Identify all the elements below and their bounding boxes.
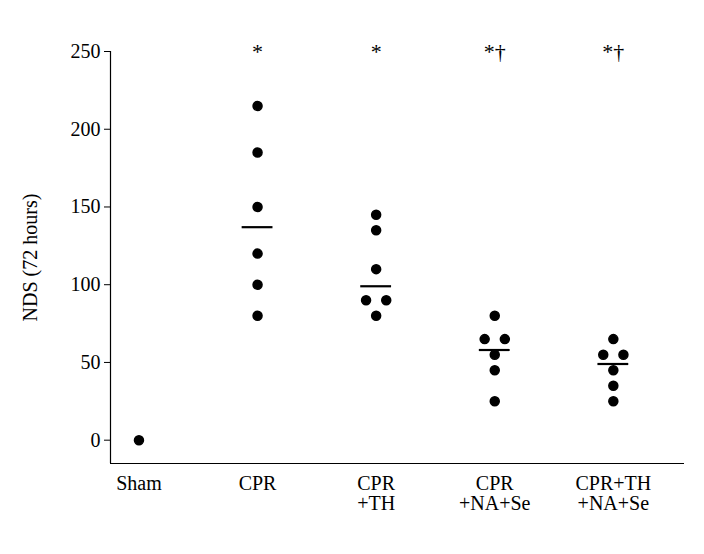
svg-text:CPR+TH: CPR+TH: [357, 472, 396, 514]
svg-text:50: 50: [81, 351, 101, 373]
svg-text:*†: *†: [484, 39, 506, 64]
svg-text:CPR+NA+Se: CPR+NA+Se: [459, 472, 531, 514]
svg-text:Sham: Sham: [116, 472, 162, 494]
svg-text:CPR+TH+NA+Se: CPR+TH+NA+Se: [575, 472, 651, 514]
svg-text:CPR: CPR: [239, 472, 277, 494]
svg-text:*: *: [252, 39, 263, 64]
svg-text:150: 150: [71, 195, 101, 217]
svg-text:200: 200: [71, 118, 101, 140]
svg-text:250: 250: [71, 40, 101, 62]
svg-text:NDS (72 hours): NDS (72 hours): [19, 194, 42, 322]
svg-text:0: 0: [91, 429, 101, 451]
svg-text:*†: *†: [602, 39, 624, 64]
svg-text:*: *: [371, 39, 382, 64]
svg-text:100: 100: [71, 273, 101, 295]
